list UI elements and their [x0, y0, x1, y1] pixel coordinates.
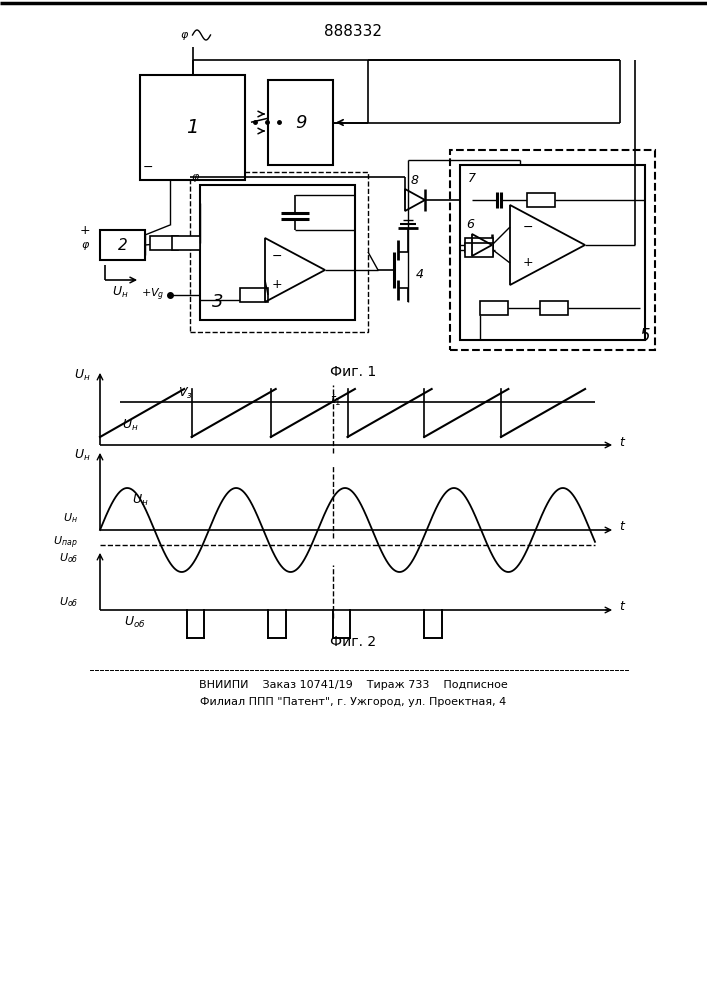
Text: ВНИИПИ    Заказ 10741/19    Тираж 733    Подписное: ВНИИПИ Заказ 10741/19 Тираж 733 Подписно… [199, 680, 508, 690]
Bar [465, 238, 493, 252]
Text: 7: 7 [468, 172, 476, 184]
Text: 888332: 888332 [324, 24, 382, 39]
Bar [527, 193, 555, 207]
Text: +: + [522, 256, 533, 269]
Text: $U_н$: $U_н$ [74, 367, 90, 383]
Text: $U_{пар}$: $U_{пар}$ [54, 535, 78, 551]
Text: $U_{об}$: $U_{об}$ [59, 551, 78, 565]
Bar [240, 288, 268, 302]
Text: −: − [271, 249, 282, 262]
Text: 4: 4 [416, 268, 424, 282]
Text: $U_{об}$: $U_{об}$ [59, 595, 78, 609]
Text: +: + [271, 277, 282, 290]
Text: 8: 8 [411, 174, 419, 186]
Text: $U_н$: $U_н$ [112, 284, 128, 300]
Text: $U_{об}$: $U_{об}$ [124, 614, 146, 630]
Bar [200, 185, 355, 320]
Text: 5: 5 [640, 327, 650, 345]
Bar [190, 172, 368, 332]
Text: $t$: $t$ [619, 436, 626, 448]
Bar [268, 80, 333, 165]
Text: Филиал ППП "Патент", г. Ужгород, ул. Проектная, 4: Филиал ППП "Патент", г. Ужгород, ул. Про… [200, 697, 506, 707]
Text: $t_1$: $t_1$ [330, 392, 341, 408]
Text: 2: 2 [117, 237, 127, 252]
Text: Фиг. 2: Фиг. 2 [330, 635, 376, 649]
Text: −: − [143, 160, 153, 174]
Text: 6: 6 [466, 219, 474, 232]
Text: $U_н$: $U_н$ [122, 417, 139, 433]
Text: Фиг. 1: Фиг. 1 [330, 365, 376, 379]
Bar [450, 150, 655, 350]
Bar [172, 236, 200, 250]
Text: 3: 3 [212, 293, 223, 311]
Text: $U_н$: $U_н$ [132, 492, 148, 508]
Text: φ: φ [81, 240, 88, 250]
Bar [150, 236, 178, 250]
Bar [460, 165, 645, 340]
Bar [100, 230, 145, 260]
Text: $t$: $t$ [619, 520, 626, 534]
Text: $+V_g$: $+V_g$ [141, 287, 165, 303]
Text: φ: φ [181, 30, 188, 40]
Text: $U_н$: $U_н$ [63, 511, 78, 525]
Bar [480, 301, 508, 315]
Text: +: + [80, 224, 90, 236]
Text: −: − [522, 221, 533, 233]
Bar [140, 75, 245, 180]
Bar [465, 243, 493, 257]
Text: 9: 9 [295, 113, 306, 131]
Bar [540, 301, 568, 315]
Text: $V_з$: $V_з$ [177, 385, 192, 401]
Text: $t$: $t$ [619, 600, 626, 613]
Text: $U_н$: $U_н$ [74, 447, 90, 463]
Text: 1: 1 [187, 118, 199, 137]
Text: φ: φ [192, 172, 199, 182]
